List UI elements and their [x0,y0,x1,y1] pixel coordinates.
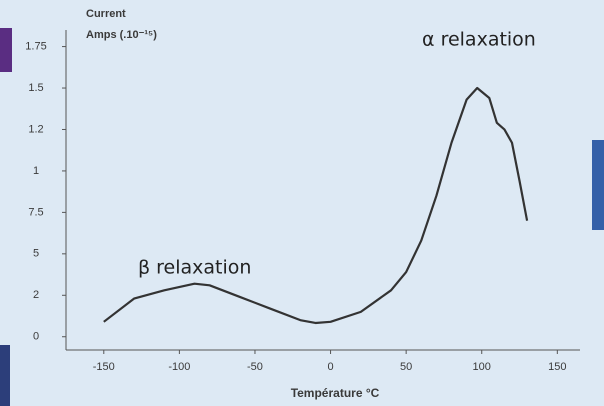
y-tick-label: 2 [33,289,39,301]
x-tick-label: 0 [327,361,333,373]
y-axis-label: Amps (.10⁻¹⁵) [86,29,157,41]
x-tick-label: 50 [400,361,412,373]
y-tick-label: 5 [33,248,39,260]
decor-bar [592,140,604,230]
decor-bar [0,28,12,72]
x-tick-label: -50 [247,361,263,373]
annotation: α relaxation [422,29,536,51]
data-line [103,86,529,325]
y-axis-label: Current [86,8,126,20]
x-axis-label: Température °C [291,386,380,400]
y-tick-label: 0 [33,331,39,343]
decor-bar [0,345,10,406]
annotation: β relaxation [138,257,251,279]
y-tick-label: 7.5 [28,206,43,218]
x-tick-label: -150 [93,361,115,373]
y-tick-label: 1.2 [28,123,43,135]
x-tick-label: 150 [548,361,566,373]
y-tick-label: 1 [33,165,39,177]
x-tick-label: -100 [168,361,190,373]
x-tick-label: 100 [473,361,491,373]
y-tick-label: 1.75 [25,40,46,52]
y-tick-label: 1.5 [28,82,43,94]
